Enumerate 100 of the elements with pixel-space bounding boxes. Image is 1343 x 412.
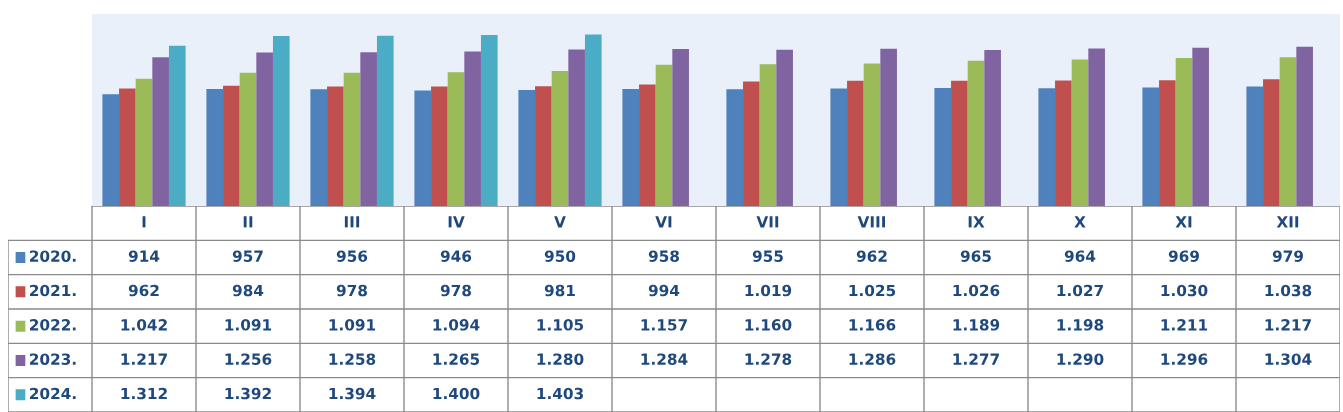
bar — [1055, 80, 1072, 206]
data-label: 1.286 — [849, 353, 896, 365]
bar — [1246, 86, 1264, 206]
bar — [518, 89, 536, 206]
bar — [726, 89, 744, 206]
bar — [1296, 46, 1313, 206]
legend-label: 2021. — [30, 284, 76, 297]
bar — [880, 48, 897, 206]
data-label: 957 — [232, 250, 263, 262]
data-label: 1.278 — [745, 353, 792, 365]
bar — [984, 49, 1001, 206]
bar — [743, 81, 760, 206]
data-label: 1.198 — [1057, 319, 1104, 331]
data-label: 1.304 — [1265, 353, 1312, 365]
bar — [152, 57, 169, 206]
bar — [672, 49, 689, 206]
x-tick-label: X — [1074, 216, 1086, 228]
bar — [119, 88, 136, 206]
data-label: 1.030 — [1161, 284, 1208, 297]
bar — [223, 85, 240, 206]
data-label: 1.296 — [1161, 353, 1208, 365]
bar — [1279, 57, 1297, 206]
data-label: 1.105 — [537, 319, 584, 331]
data-label: 979 — [1272, 250, 1303, 262]
data-label: 978 — [336, 284, 367, 297]
x-tick-label: VI — [655, 216, 672, 228]
data-label: 1.217 — [121, 353, 167, 365]
legend-label: 2024. — [30, 387, 76, 400]
data-label: 1.189 — [953, 319, 1000, 331]
bar — [1142, 87, 1160, 206]
legend-label: 2023. — [30, 353, 76, 365]
data-label: 1.394 — [329, 387, 376, 400]
data-label: 1.027 — [1057, 284, 1103, 297]
bar — [310, 89, 328, 206]
bar — [1038, 88, 1056, 206]
bar — [1088, 48, 1105, 206]
bar — [414, 90, 432, 206]
bar — [584, 34, 602, 206]
bar — [830, 88, 848, 206]
bar — [1175, 58, 1193, 206]
data-label: 950 — [544, 250, 576, 262]
legend-label: 2020. — [30, 250, 76, 262]
bar — [639, 84, 656, 206]
bar — [256, 52, 273, 206]
data-label: 1.265 — [433, 353, 480, 365]
data-label: 962 — [856, 250, 887, 262]
bar — [1263, 79, 1280, 206]
bar — [135, 78, 153, 206]
bar — [759, 64, 777, 206]
data-label: 962 — [128, 284, 159, 297]
data-label: 1.160 — [745, 319, 792, 331]
data-label: 1.025 — [849, 284, 896, 297]
data-label: 1.312 — [121, 387, 167, 400]
bar — [102, 94, 120, 206]
x-tick-label: I — [142, 216, 146, 228]
data-label: 1.256 — [225, 353, 272, 365]
x-tick-label: VII — [756, 216, 779, 228]
x-tick-label: XI — [1175, 216, 1192, 228]
x-tick-label: V — [554, 216, 566, 228]
data-label: 969 — [1168, 250, 1199, 262]
bar — [360, 52, 377, 206]
bar — [206, 89, 224, 206]
data-label: 914 — [128, 250, 160, 262]
bar — [431, 86, 448, 206]
bar — [568, 49, 585, 206]
data-label: 981 — [544, 284, 575, 297]
x-tick-label: IX — [968, 216, 985, 228]
x-tick-label: VIII — [857, 216, 886, 228]
bar — [863, 63, 881, 206]
bar — [327, 86, 344, 206]
data-label: 1.290 — [1057, 353, 1104, 365]
bar — [376, 35, 394, 206]
data-label: 1.400 — [433, 387, 480, 400]
data-label: 1.403 — [537, 387, 583, 400]
data-label: 1.091 — [329, 319, 376, 331]
data-label: 1.166 — [849, 319, 896, 331]
bar — [447, 72, 465, 206]
bar — [480, 34, 498, 206]
data-label: 978 — [440, 284, 471, 297]
data-label: 1.277 — [953, 353, 999, 365]
x-tick-label: II — [243, 216, 253, 228]
data-label: 994 — [648, 284, 680, 297]
bar — [239, 72, 257, 206]
bar — [343, 72, 361, 206]
bar — [847, 80, 864, 206]
bar — [272, 35, 290, 206]
data-label: 1.217 — [1265, 319, 1311, 331]
data-label: 1.042 — [121, 319, 167, 331]
data-label: 1.392 — [225, 387, 271, 400]
data-label: 955 — [752, 250, 783, 262]
bar — [776, 49, 793, 206]
bar — [551, 70, 569, 206]
data-label: 956 — [336, 250, 368, 262]
data-label: 1.091 — [225, 319, 272, 331]
x-tick-label: IV — [448, 216, 465, 228]
data-label: 946 — [440, 250, 472, 262]
data-label: 1.280 — [537, 353, 584, 365]
data-label: 964 — [1064, 250, 1096, 262]
legend-label: 2022. — [30, 319, 76, 331]
x-tick-label: XII — [1276, 216, 1299, 228]
